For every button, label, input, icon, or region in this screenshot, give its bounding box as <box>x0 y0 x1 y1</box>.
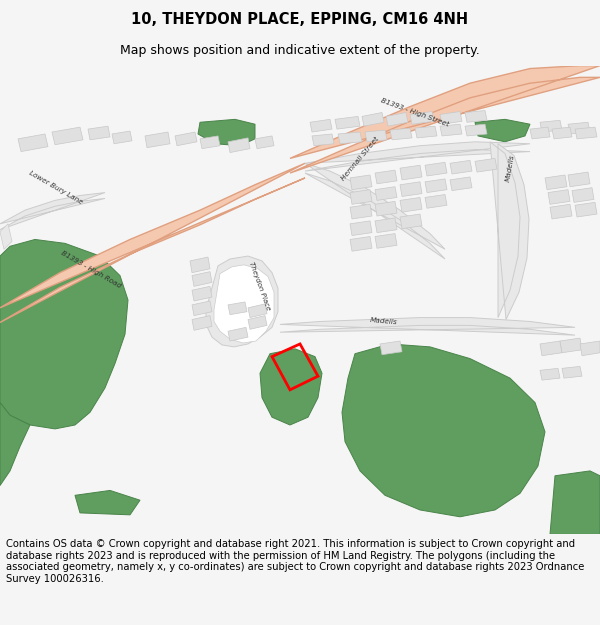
Polygon shape <box>206 256 278 347</box>
Polygon shape <box>400 182 422 196</box>
Polygon shape <box>562 366 582 378</box>
Polygon shape <box>568 172 590 187</box>
Polygon shape <box>375 234 397 248</box>
Polygon shape <box>0 163 305 322</box>
Polygon shape <box>312 134 334 146</box>
Text: Madells: Madells <box>505 154 516 182</box>
Polygon shape <box>228 302 247 314</box>
Polygon shape <box>342 344 545 517</box>
Text: Theydon Place: Theydon Place <box>248 261 271 311</box>
Polygon shape <box>112 131 132 144</box>
Polygon shape <box>475 158 497 172</box>
Polygon shape <box>350 221 372 236</box>
Polygon shape <box>290 66 600 173</box>
Polygon shape <box>305 142 530 171</box>
Polygon shape <box>540 368 560 380</box>
Polygon shape <box>475 119 530 142</box>
Polygon shape <box>572 188 594 202</box>
Polygon shape <box>365 130 387 142</box>
Polygon shape <box>0 239 128 429</box>
Polygon shape <box>400 198 422 212</box>
Polygon shape <box>375 170 397 184</box>
Polygon shape <box>545 175 567 189</box>
Polygon shape <box>540 341 562 356</box>
Polygon shape <box>228 138 250 152</box>
Polygon shape <box>390 128 412 140</box>
Polygon shape <box>0 402 30 486</box>
Polygon shape <box>0 224 12 249</box>
Polygon shape <box>550 471 600 534</box>
Polygon shape <box>75 491 140 515</box>
Polygon shape <box>440 111 462 124</box>
Polygon shape <box>548 189 570 204</box>
Polygon shape <box>380 341 402 355</box>
Polygon shape <box>88 126 110 140</box>
Polygon shape <box>450 177 472 191</box>
Polygon shape <box>400 165 422 180</box>
Polygon shape <box>375 218 397 232</box>
Polygon shape <box>260 349 322 425</box>
Polygon shape <box>362 112 384 126</box>
Text: Contains OS data © Crown copyright and database right 2021. This information is : Contains OS data © Crown copyright and d… <box>6 539 584 584</box>
Polygon shape <box>575 127 597 139</box>
Polygon shape <box>214 265 274 343</box>
Text: 10, THEYDON PLACE, EPPING, CM16 4NH: 10, THEYDON PLACE, EPPING, CM16 4NH <box>131 12 469 28</box>
Polygon shape <box>200 136 220 149</box>
Polygon shape <box>410 111 434 124</box>
Polygon shape <box>280 318 575 335</box>
Polygon shape <box>145 132 170 148</box>
Polygon shape <box>530 127 550 139</box>
Polygon shape <box>575 202 597 217</box>
Polygon shape <box>375 201 397 216</box>
Polygon shape <box>338 132 362 144</box>
Polygon shape <box>465 111 487 123</box>
Text: Lower Bury Lane: Lower Bury Lane <box>28 170 83 205</box>
Polygon shape <box>52 127 83 145</box>
Polygon shape <box>540 120 562 132</box>
Polygon shape <box>335 116 360 129</box>
Polygon shape <box>400 214 422 229</box>
Polygon shape <box>465 124 487 136</box>
Polygon shape <box>350 204 372 219</box>
Polygon shape <box>375 187 397 201</box>
Polygon shape <box>350 189 372 204</box>
Text: Madells: Madells <box>370 317 398 326</box>
Polygon shape <box>305 163 445 259</box>
Polygon shape <box>255 136 274 149</box>
Polygon shape <box>552 127 572 139</box>
Polygon shape <box>248 316 267 329</box>
Polygon shape <box>0 192 105 229</box>
Polygon shape <box>190 257 210 272</box>
Polygon shape <box>350 236 372 251</box>
Text: B1393 - High Street: B1393 - High Street <box>380 97 450 127</box>
Polygon shape <box>425 194 447 208</box>
Polygon shape <box>198 119 255 146</box>
Polygon shape <box>440 124 462 136</box>
Text: Hemnall Street: Hemnall Street <box>340 136 380 182</box>
Polygon shape <box>248 304 267 318</box>
Polygon shape <box>490 142 529 319</box>
Polygon shape <box>310 119 332 132</box>
Polygon shape <box>550 204 572 219</box>
Polygon shape <box>425 162 447 176</box>
Polygon shape <box>192 286 212 301</box>
Polygon shape <box>415 126 437 138</box>
Polygon shape <box>350 175 372 189</box>
Polygon shape <box>386 112 408 126</box>
Polygon shape <box>425 179 447 192</box>
Polygon shape <box>450 161 472 174</box>
Polygon shape <box>192 272 212 286</box>
Text: B1393 - High Road: B1393 - High Road <box>60 250 122 289</box>
Polygon shape <box>175 132 197 146</box>
Polygon shape <box>580 341 600 356</box>
Polygon shape <box>18 134 48 151</box>
Polygon shape <box>192 316 212 330</box>
Polygon shape <box>228 328 248 341</box>
Text: Map shows position and indicative extent of the property.: Map shows position and indicative extent… <box>120 44 480 57</box>
Polygon shape <box>192 301 212 316</box>
Polygon shape <box>560 338 582 352</box>
Polygon shape <box>568 122 590 134</box>
